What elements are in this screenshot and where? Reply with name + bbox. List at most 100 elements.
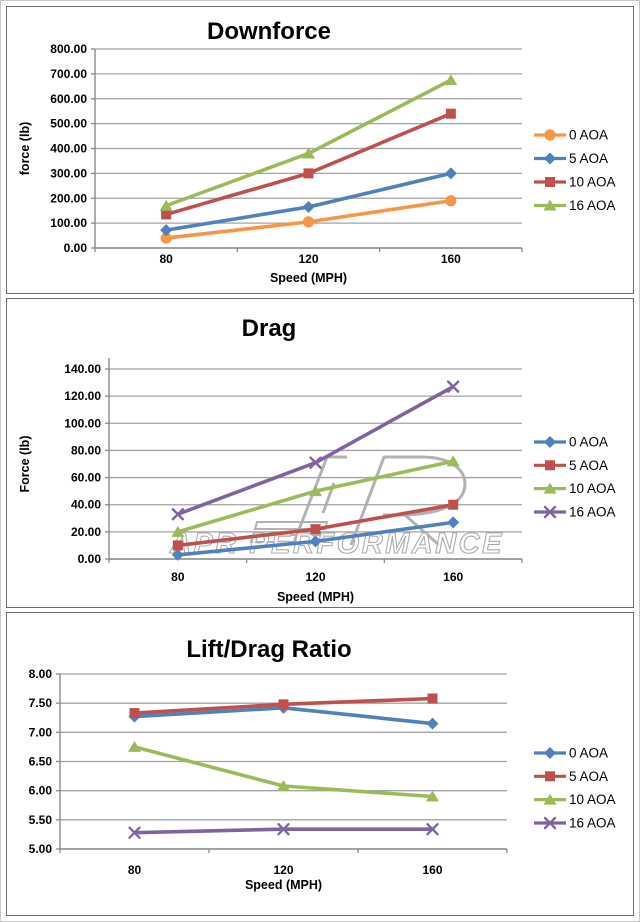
marker-diamond-icon (426, 717, 439, 730)
y-tick-label: 800.00 (50, 42, 87, 56)
marker-triangle-icon (302, 147, 315, 159)
downforce-chart-svg: Downforce 0.00 100.00 200.00 300.00 400.00 500… (18, 18, 616, 285)
x-tick-label: 160 (441, 252, 461, 266)
series-line-10-aoa (164, 111, 453, 217)
marker-diamond-icon (171, 548, 184, 561)
marker-square-icon (129, 708, 140, 719)
x-tick-label: 120 (305, 570, 325, 584)
x-axis-title: Speed (MPH) (277, 590, 354, 604)
legend-marker-square-icon (545, 771, 555, 782)
marker-x-icon (426, 822, 439, 836)
legend-label: 16 AOA (569, 816, 616, 831)
y-tick-label: 7.00 (29, 725, 53, 739)
marker-triangle-icon (159, 199, 173, 211)
chart-title: Downforce (207, 18, 331, 45)
marker-square-icon (427, 693, 438, 704)
y-tick-label: 120.00 (64, 389, 101, 403)
y-tick-label: 100.00 (64, 416, 101, 430)
lift-drag-ratio-chart-panel: Lift/Drag Ratio 5.00 5.50 6.00 6.50 7.00 7.50 8… (6, 612, 634, 916)
y-tick-label: 600.00 (50, 92, 87, 106)
y-tick-label: 140.00 (64, 362, 101, 376)
marker-triangle-icon (277, 780, 290, 791)
legend-marker-triangle-icon (543, 793, 557, 805)
x-axis-title: Speed (MPH) (245, 878, 322, 892)
marker-square-icon (303, 168, 314, 179)
legend-label: 5 AOA (569, 769, 608, 784)
marker-circle-icon (445, 195, 457, 207)
lift-drag-ratio-chart-svg: Lift/Drag Ratio 5.00 5.50 6.00 6.50 7.00 7.50 8… (29, 636, 616, 892)
marker-triangle-icon (309, 485, 322, 497)
marker-circle-icon (160, 232, 172, 244)
marker-triangle-icon (171, 525, 185, 537)
legend-marker-diamond-icon (544, 436, 556, 448)
legend-label: 5 AOA (569, 151, 608, 166)
x-tick-label: 80 (159, 252, 173, 266)
x-tick-label: 160 (422, 863, 442, 877)
marker-square-icon (172, 540, 183, 551)
marker-square-icon (161, 209, 172, 220)
legend-label: 16 AOA (569, 198, 616, 213)
legend-label: 5 AOA (569, 458, 608, 473)
marker-diamond-icon (444, 167, 457, 180)
x-tick-label: 120 (273, 863, 293, 877)
chart-title: Lift/Drag Ratio (186, 636, 351, 663)
marker-square-icon (448, 499, 459, 510)
marker-x-icon (446, 380, 460, 393)
apr-logo-icon (349, 455, 467, 547)
legend-label: 0 AOA (569, 128, 608, 143)
y-tick-label: 6.00 (29, 784, 53, 798)
y-tick-label: 80.00 (71, 443, 101, 457)
marker-square-icon (445, 108, 456, 119)
legend-marker-triangle-icon (543, 199, 557, 211)
x-tick-label: 120 (298, 252, 318, 266)
y-tick-label: 6.50 (29, 755, 53, 769)
x-tick-label: 80 (171, 570, 185, 584)
drag-chart-panel: Drag 0.00 20.00 40.00 60.00 80.00 100.00 120.00… (6, 298, 634, 608)
y-tick-label: 7.50 (29, 696, 53, 710)
legend-marker-triangle-icon (543, 482, 557, 494)
legend-marker-square-icon (545, 177, 555, 187)
marker-diamond-icon (309, 535, 322, 548)
y-tick-label: 40.00 (71, 498, 101, 512)
x-tick-label: 160 (443, 570, 463, 584)
marker-triangle-icon (444, 74, 458, 86)
apr-logo-watermark: APR PERFORMANCE (168, 455, 502, 561)
y-tick-label: 20.00 (71, 525, 101, 539)
legend-marker-circle-icon (544, 129, 556, 141)
marker-diamond-icon (302, 200, 315, 213)
legend-marker-square-icon (545, 460, 555, 471)
y-tick-label: 0.00 (78, 552, 102, 566)
x-axis-title: Speed (MPH) (270, 271, 347, 285)
y-tick-label: 700.00 (50, 67, 87, 81)
downforce-chart-panel: Downforce 0.00 100.00 200.00 300.00 400.00 500… (6, 6, 634, 294)
y-tick-label: 5.00 (29, 842, 53, 856)
y-tick-label: 400.00 (50, 142, 87, 156)
legend-label: 16 AOA (569, 505, 616, 520)
drag-chart-svg: Drag 0.00 20.00 40.00 60.00 80.00 100.00 120.00… (18, 315, 616, 604)
marker-triangle-icon (446, 455, 460, 467)
x-tick-label: 80 (128, 863, 142, 877)
marker-x-icon (309, 456, 322, 469)
marker-square-icon (310, 524, 321, 535)
y-axis-title: Force (lb) (18, 436, 32, 493)
marker-x-icon (277, 822, 290, 836)
marker-triangle-icon (426, 790, 439, 802)
y-axis-title: force (lb) (18, 122, 32, 175)
legend-marker-diamond-icon (544, 747, 556, 759)
marker-diamond-icon (447, 516, 460, 529)
legend-label: 10 AOA (569, 481, 616, 496)
y-tick-label: 200.00 (50, 191, 87, 205)
legend-label: 0 AOA (569, 435, 608, 450)
chart-title: Drag (242, 315, 297, 342)
legend-label: 10 AOA (569, 792, 616, 807)
legend-marker-x-icon (543, 816, 557, 830)
marker-circle-icon (302, 216, 315, 228)
legend-marker-x-icon (543, 505, 557, 519)
legend-label: 0 AOA (569, 746, 608, 761)
y-tick-label: 500.00 (50, 117, 87, 131)
legend-marker-diamond-icon (544, 152, 556, 165)
y-tick-label: 60.00 (71, 471, 101, 485)
marker-triangle-icon (128, 740, 141, 752)
y-tick-label: 300.00 (50, 166, 87, 180)
